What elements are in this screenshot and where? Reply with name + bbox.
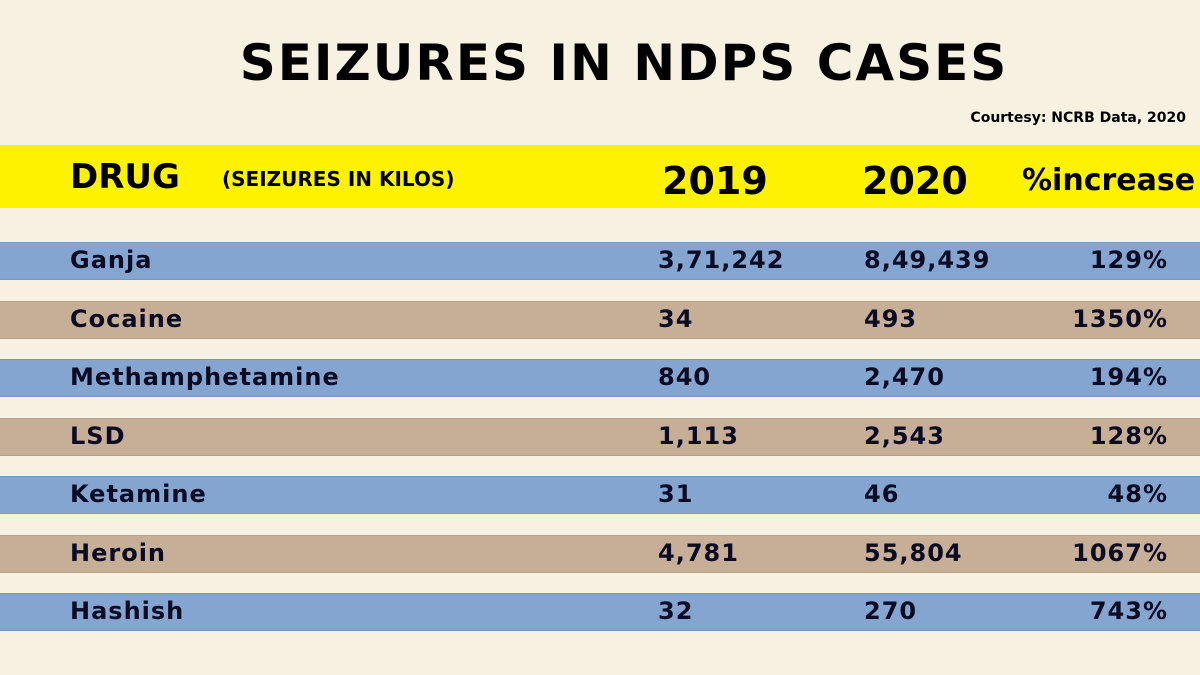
value-2020: 46 [864,480,900,508]
source-credit: Courtesy: NCRB Data, 2020 [970,110,1186,126]
pct-increase: 128% [1089,421,1168,450]
table-row: Cocaine 34 493 1350% [0,300,1200,339]
value-2019: 1,113 [658,421,739,450]
drug-name: LSD [70,421,126,450]
table-row: Ketamine 31 46 48% [0,476,1200,514]
value-2019: 840 [658,363,712,391]
table-row: Heroin 4,781 55,804 1067% [0,534,1200,573]
header-drug: DRUG [70,157,180,197]
drug-name: Heroin [70,538,166,567]
header-unit: (SEIZURES IN KILOS) [222,167,455,191]
value-2020: 55,804 [864,538,963,567]
table-row: Hashish 32 270 743% [0,593,1200,631]
value-2020: 8,49,439 [864,246,991,274]
drug-name: Hashish [70,597,185,625]
table-row: LSD 1,113 2,543 128% [0,417,1200,456]
drug-name: Ketamine [70,480,207,508]
table-header: DRUG (SEIZURES IN KILOS) 2019 2020 %incr… [0,145,1200,208]
pct-increase: 48% [1107,480,1168,508]
pct-increase: 1067% [1072,538,1168,567]
table-row: Methamphetamine 840 2,470 194% [0,359,1200,397]
value-2019: 4,781 [658,538,739,567]
drug-name: Ganja [70,246,153,274]
value-2020: 2,543 [864,421,945,450]
header-2019: 2019 [662,159,768,203]
value-2020: 2,470 [864,363,945,391]
value-2020: 270 [864,597,918,625]
page-title: SEIZURES IN NDPS CASES [239,34,1009,92]
value-2020: 493 [864,304,918,333]
pct-increase: 129% [1089,246,1168,274]
header-pct-increase: %increase [1022,163,1196,198]
value-2019: 31 [658,480,694,508]
header-2020: 2020 [862,159,968,203]
table-row: Ganja 3,71,242 8,49,439 129% [0,242,1200,280]
drug-name: Methamphetamine [70,363,340,391]
pct-increase: 1350% [1072,304,1168,333]
drug-name: Cocaine [70,304,184,333]
value-2019: 34 [658,304,694,333]
value-2019: 32 [658,597,694,625]
pct-increase: 743% [1089,597,1168,625]
pct-increase: 194% [1089,363,1168,391]
value-2019: 3,71,242 [658,246,785,274]
